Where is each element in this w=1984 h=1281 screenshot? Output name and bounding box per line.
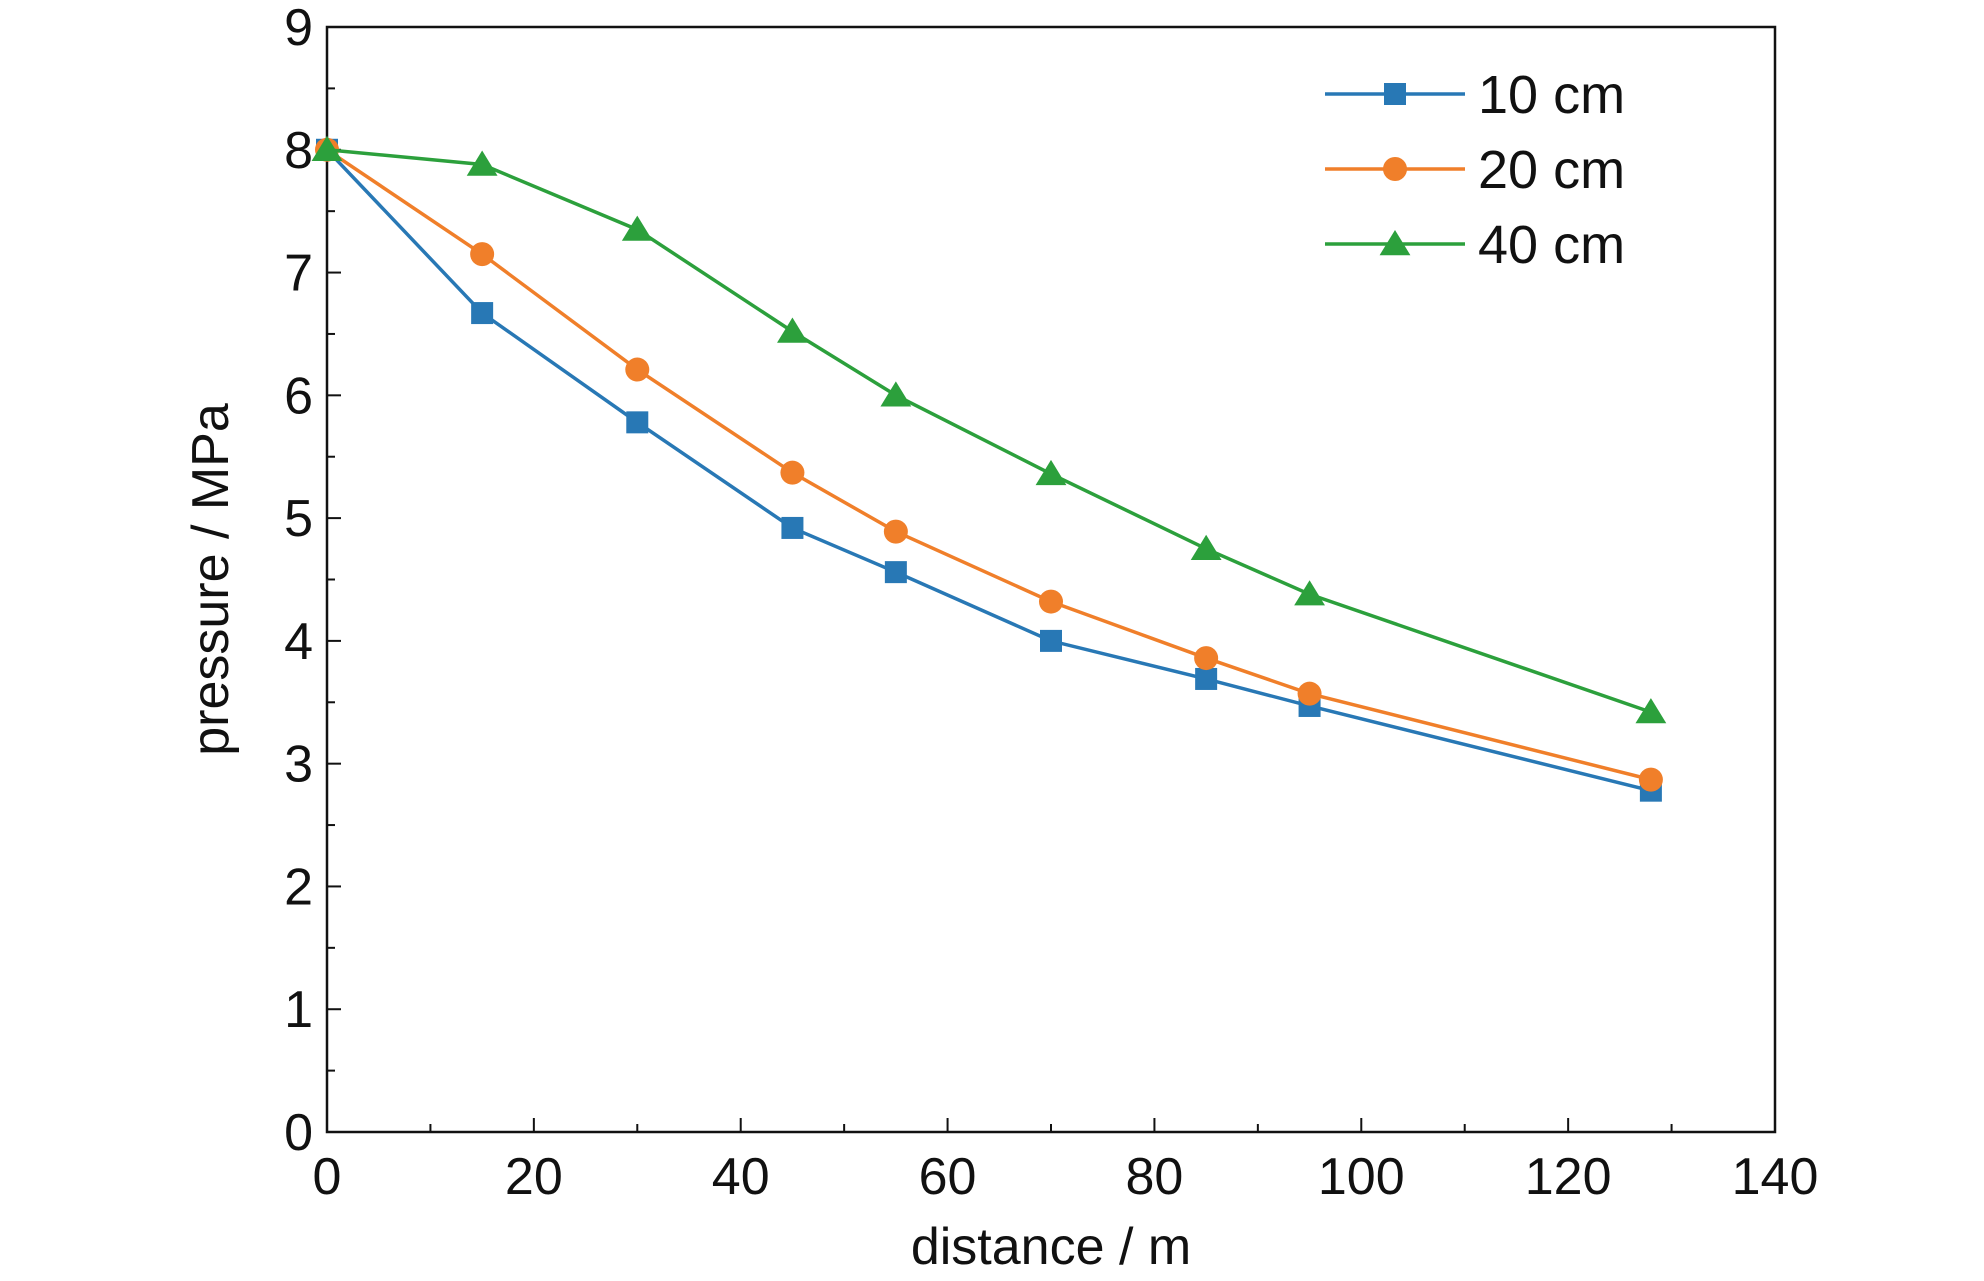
data-point-marker	[1635, 698, 1667, 724]
x-tick-label: 140	[1732, 1148, 1819, 1206]
legend-entry: 20 cm	[1325, 140, 1625, 200]
data-point-marker	[883, 519, 908, 544]
y-tick-label: 2	[284, 858, 313, 916]
data-point-marker	[781, 516, 804, 539]
x-tick-label: 60	[919, 1148, 977, 1206]
data-point-marker	[626, 411, 649, 434]
x-tick-label: 40	[712, 1148, 770, 1206]
x-tick-label: 0	[313, 1148, 342, 1206]
series-10-cm	[316, 138, 1662, 802]
series-line	[325, 148, 1652, 793]
y-tick-label: 5	[284, 490, 313, 548]
y-tick-label: 3	[284, 736, 313, 794]
y-axis-label: pressure / MPa	[182, 403, 240, 756]
data-point-marker	[780, 460, 805, 485]
data-point-marker	[466, 150, 498, 176]
y-tick-label: 4	[284, 613, 313, 671]
data-point-marker	[311, 135, 343, 161]
data-point-marker	[471, 302, 494, 325]
data-point-marker	[1294, 580, 1325, 606]
y-tick-label: 0	[284, 1104, 313, 1162]
axes: 0 20 40 60 80 100 120 140 0 1 2 3 4 5 6 7 8 9 distance / m…	[182, 0, 1818, 1276]
legend-marker	[1383, 157, 1407, 181]
x-tick-label: 80	[1126, 1148, 1184, 1206]
legend-entry: 10 cm	[1325, 65, 1625, 125]
legend-entry: 40 cm	[1325, 215, 1625, 275]
x-tick-label: 120	[1525, 1148, 1612, 1206]
series-lines	[311, 135, 1667, 802]
data-point-marker	[1039, 589, 1063, 614]
series-20-cm	[315, 137, 1663, 792]
y-tick-label: 7	[284, 245, 313, 303]
data-point-marker	[880, 381, 912, 407]
y-tick-label: 8	[284, 122, 313, 180]
y-tick-label: 6	[284, 367, 313, 425]
data-point-marker	[1195, 667, 1218, 690]
data-point-marker	[470, 242, 495, 267]
data-point-marker	[1638, 767, 1663, 792]
x-tick-label: 20	[505, 1148, 563, 1206]
series-line	[326, 148, 1652, 714]
data-point-marker	[1035, 459, 1067, 486]
data-point-marker	[625, 357, 650, 382]
data-point-marker	[1297, 681, 1322, 706]
data-point-marker	[1190, 534, 1222, 561]
data-point-marker	[1040, 629, 1062, 652]
y-tick-label: 1	[284, 981, 313, 1039]
data-point-marker	[777, 317, 808, 343]
legend-marker	[1384, 83, 1406, 105]
data-point-marker	[621, 215, 653, 241]
legend-label: 40 cm	[1478, 215, 1625, 275]
x-axis-label: distance / m	[911, 1218, 1191, 1276]
series-40-cm	[311, 135, 1667, 724]
legend-label: 10 cm	[1478, 65, 1625, 125]
legend: 10 cm 20 cm 40 cm	[1325, 65, 1625, 275]
legend-marker	[1379, 230, 1411, 256]
y-tick-label: 9	[284, 0, 313, 57]
x-tick-label: 100	[1318, 1148, 1405, 1206]
data-point-marker	[884, 561, 907, 584]
legend-label: 20 cm	[1478, 140, 1625, 200]
data-point-marker	[1194, 646, 1219, 671]
